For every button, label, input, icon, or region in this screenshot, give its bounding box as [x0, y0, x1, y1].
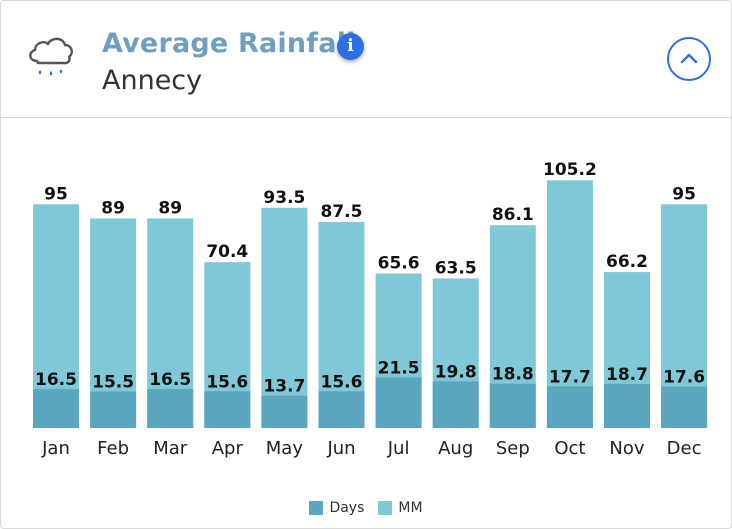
label-mm-apr: 70.4 [206, 242, 248, 262]
label-mm-oct: 105.2 [543, 160, 597, 180]
x-tick-aug: Aug [438, 438, 473, 459]
info-icon[interactable]: i [337, 33, 364, 60]
bar-days-may[interactable] [261, 395, 308, 428]
legend-swatch-days [309, 501, 324, 515]
label-days-apr: 15.6 [206, 372, 248, 392]
legend-label-days: Days [329, 500, 365, 516]
x-tick-dec: Dec [667, 438, 702, 459]
legend-swatch-mm [378, 501, 393, 515]
card-title: Average Rainfall [102, 28, 356, 59]
label-mm-mar: 89 [158, 198, 182, 218]
bar-days-oct[interactable] [546, 386, 593, 428]
collapse-button[interactable] [667, 37, 711, 81]
rainfall-chart: 95 16.5 Jan 89 15.5 Feb 89 16.5 Mar 70.4 15.6 Apr 93… [1, 118, 731, 528]
x-tick-jun: Jun [326, 438, 355, 459]
label-mm-may: 93.5 [263, 188, 305, 208]
x-tick-oct: Oct [554, 438, 585, 459]
chevron-up-icon [680, 53, 698, 64]
rainfall-bar-chart: 95 16.5 Jan 89 15.5 Feb 89 16.5 Mar 70.4 15.6 Apr 93… [33, 160, 708, 459]
label-days-jan: 16.5 [35, 370, 77, 390]
bar-days-apr[interactable] [204, 391, 251, 428]
bar-days-sep[interactable] [489, 383, 536, 428]
label-mm-dec: 95 [672, 184, 696, 204]
legend-label-mm: MM [398, 500, 423, 516]
bar-days-jul[interactable] [375, 377, 422, 428]
bar-days-jun[interactable] [318, 391, 365, 428]
x-tick-nov: Nov [609, 438, 644, 459]
label-days-oct: 17.7 [549, 367, 591, 387]
label-mm-jan: 95 [44, 184, 68, 204]
legend-item-mm[interactable]: MM [378, 500, 423, 516]
label-mm-jun: 87.5 [321, 202, 363, 222]
x-tick-mar: Mar [153, 438, 188, 459]
chart-legend: Days MM [1, 500, 731, 516]
label-days-feb: 15.5 [92, 372, 134, 392]
bar-days-feb[interactable] [90, 391, 137, 428]
bar-days-nov[interactable] [604, 383, 650, 428]
x-tick-jul: Jul [387, 438, 410, 459]
label-days-aug: 19.8 [435, 362, 477, 382]
bar-days-mar[interactable] [147, 389, 194, 428]
label-days-jun: 15.6 [321, 372, 363, 392]
x-tick-jan: Jan [41, 438, 70, 459]
card-header: Average Rainfall i Annecy [1, 1, 731, 118]
x-tick-sep: Sep [496, 438, 530, 459]
bar-days-jan[interactable] [33, 389, 79, 428]
label-days-nov: 18.7 [606, 365, 648, 385]
x-tick-may: May [266, 438, 304, 459]
bar-days-aug[interactable] [432, 381, 479, 428]
label-mm-sep: 86.1 [492, 205, 534, 225]
label-mm-feb: 89 [101, 198, 125, 218]
legend-item-days[interactable]: Days [309, 500, 364, 516]
label-days-dec: 17.6 [663, 368, 705, 388]
label-mm-aug: 63.5 [435, 258, 477, 278]
bar-mm-may[interactable] [261, 207, 308, 428]
label-days-sep: 18.8 [492, 365, 534, 385]
label-days-jul: 21.5 [378, 358, 420, 378]
label-mm-jul: 65.6 [378, 254, 420, 274]
label-days-mar: 16.5 [149, 370, 191, 390]
location-name: Annecy [102, 65, 203, 96]
label-mm-nov: 66.2 [606, 252, 648, 272]
x-tick-apr: Apr [212, 438, 244, 459]
rain-cloud-icon [29, 37, 73, 76]
label-days-may: 13.7 [263, 377, 305, 397]
bar-days-dec[interactable] [661, 386, 708, 428]
x-tick-feb: Feb [97, 438, 129, 459]
